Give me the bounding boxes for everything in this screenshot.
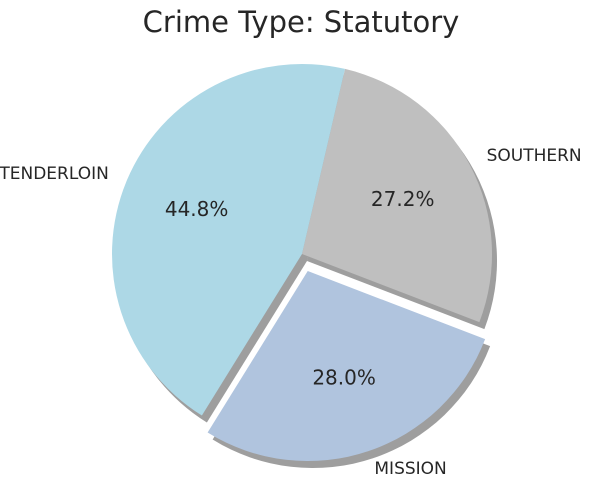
slice-label-tenderloin: TENDERLOIN — [0, 164, 109, 184]
pct-label-tenderloin: 44.8% — [165, 197, 229, 221]
pie-slice-tenderloin — [111, 63, 345, 416]
labels-layer: SOUTHERN 27.2% TENDERLOIN 44.8% MISSION 28.0% — [0, 146, 582, 479]
pie-slice-mission — [207, 271, 486, 462]
slice-label-mission: MISSION — [374, 459, 446, 479]
slice-label-southern: SOUTHERN — [487, 146, 582, 166]
chart-title: Crime Type: Statutory — [143, 5, 460, 39]
pct-label-southern: 27.2% — [371, 187, 435, 211]
slices-layer — [111, 63, 492, 462]
pie-slice-southern — [302, 68, 492, 323]
pct-label-mission: 28.0% — [312, 366, 376, 390]
